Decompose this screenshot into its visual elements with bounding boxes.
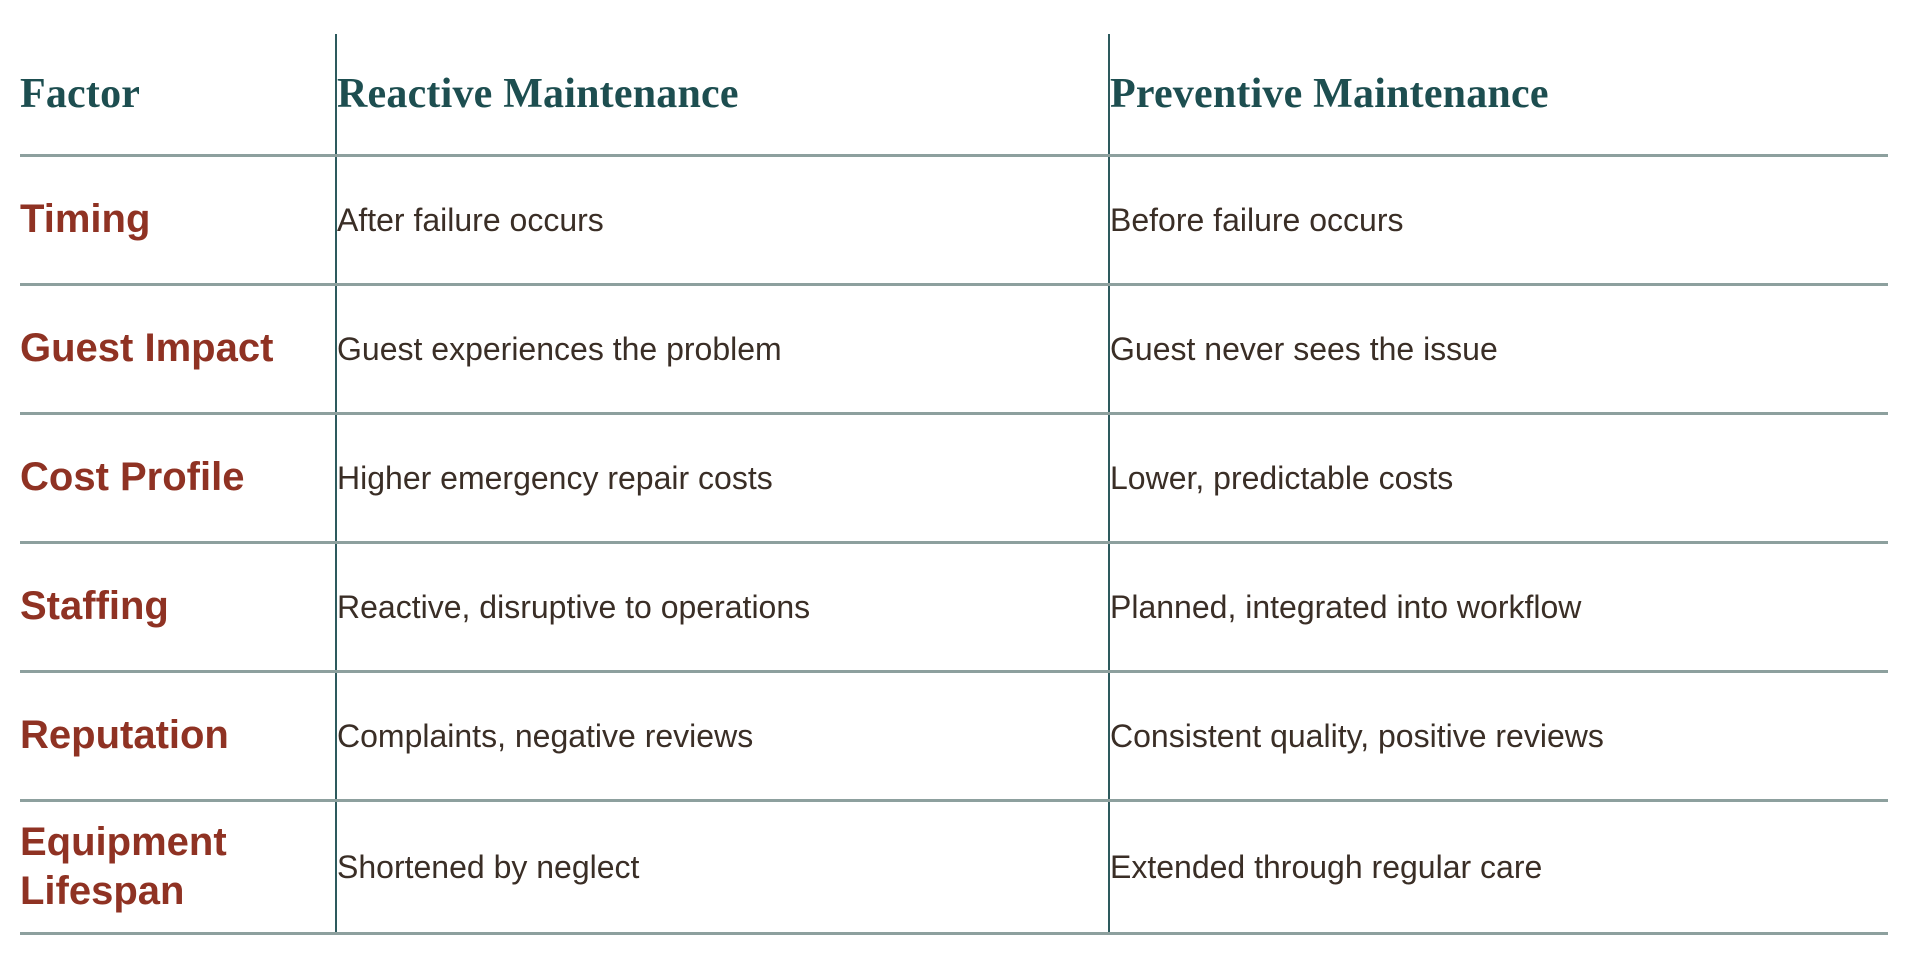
table-row: Reputation Complaints, negative reviews … xyxy=(20,671,1888,802)
factor-cell: Equipment Lifespan xyxy=(20,800,337,935)
reactive-maintenance-cell: Shortened by neglect xyxy=(336,800,1110,935)
reactive-maintenance-cell: After failure occurs xyxy=(336,155,1110,286)
preventive-maintenance-cell: Guest never sees the issue xyxy=(1109,284,1888,415)
preventive-maintenance-cell: Consistent quality, positive reviews xyxy=(1109,671,1888,802)
factor-cell: Reputation xyxy=(20,671,337,802)
column-header-preventive-maintenance: Preventive Maintenance xyxy=(1109,34,1888,157)
factor-cell: Cost Profile xyxy=(20,413,337,544)
table-row: Equipment Lifespan Shortened by neglect … xyxy=(20,800,1888,935)
preventive-maintenance-cell: Planned, integrated into workflow xyxy=(1109,542,1888,673)
table-row: Guest Impact Guest experiences the probl… xyxy=(20,284,1888,415)
table-row: Cost Profile Higher emergency repair cos… xyxy=(20,413,1888,544)
header-row: Factor Reactive Maintenance Preventive M… xyxy=(20,34,1888,157)
column-header-factor: Factor xyxy=(20,34,337,157)
reactive-maintenance-cell: Complaints, negative reviews xyxy=(336,671,1110,802)
factor-cell: Staffing xyxy=(20,542,337,673)
table-body: Timing After failure occurs Before failu… xyxy=(20,155,1888,935)
factor-cell: Timing xyxy=(20,155,337,286)
reactive-maintenance-cell: Guest experiences the problem xyxy=(336,284,1110,415)
preventive-maintenance-cell: Before failure occurs xyxy=(1109,155,1888,286)
table-row: Staffing Reactive, disruptive to operati… xyxy=(20,542,1888,673)
reactive-maintenance-cell: Higher emergency repair costs xyxy=(336,413,1110,544)
maintenance-comparison-table: Factor Reactive Maintenance Preventive M… xyxy=(20,34,1888,935)
column-header-reactive-maintenance: Reactive Maintenance xyxy=(336,34,1110,157)
reactive-maintenance-cell: Reactive, disruptive to operations xyxy=(336,542,1110,673)
factor-cell: Guest Impact xyxy=(20,284,337,415)
preventive-maintenance-cell: Extended through regular care xyxy=(1109,800,1888,935)
preventive-maintenance-cell: Lower, predictable costs xyxy=(1109,413,1888,544)
table-row: Timing After failure occurs Before failu… xyxy=(20,155,1888,286)
